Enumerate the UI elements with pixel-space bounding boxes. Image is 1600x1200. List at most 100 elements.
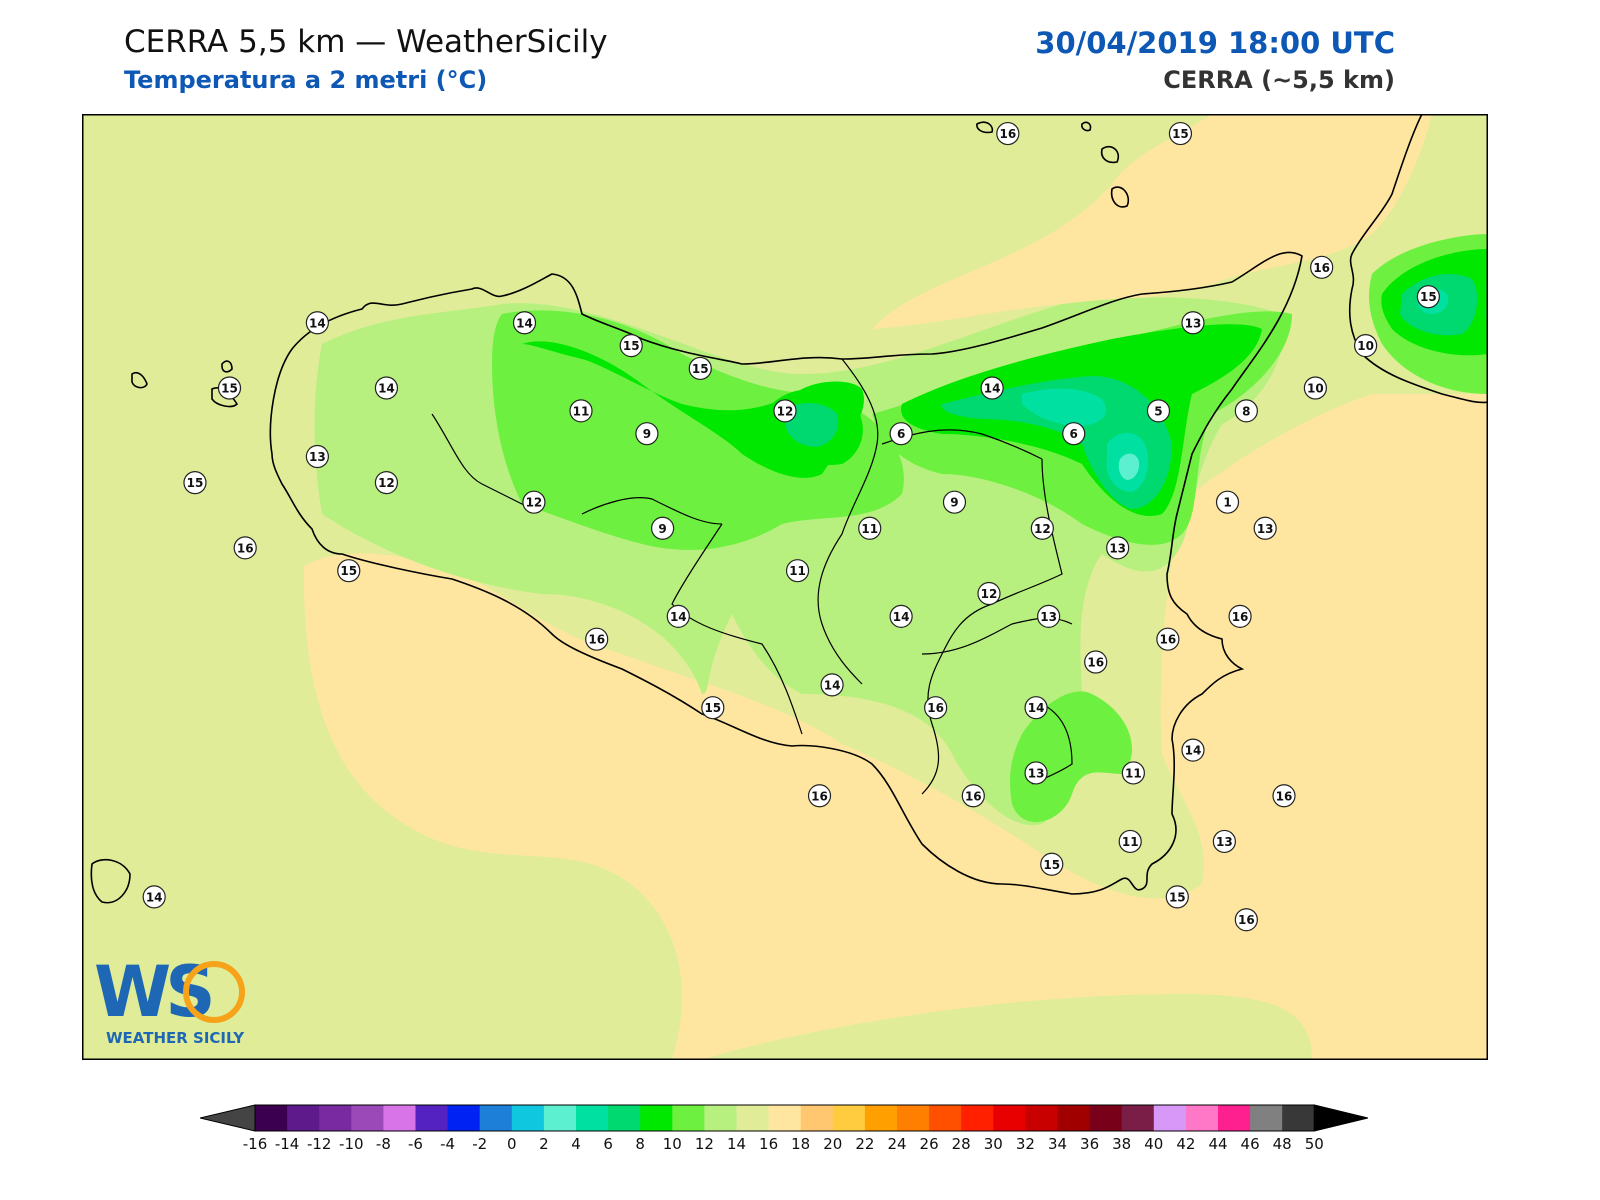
point-label-marker bbox=[1084, 650, 1108, 674]
aeolian-islands bbox=[976, 121, 994, 134]
map-frame bbox=[82, 114, 1488, 1060]
point-label-value: 6 bbox=[1070, 427, 1078, 441]
point-label-value: 15 bbox=[1420, 290, 1437, 304]
point-label-marker bbox=[1146, 399, 1171, 423]
point-label-marker bbox=[977, 581, 1001, 606]
point-label-marker bbox=[305, 444, 329, 469]
field-band-16-18-south bbox=[303, 394, 1488, 1060]
colorbar-tick-label: 14 bbox=[726, 1135, 747, 1153]
colorbar-tick-label: 50 bbox=[1304, 1135, 1324, 1153]
point-label-marker bbox=[651, 516, 675, 540]
egadi-islands bbox=[131, 371, 148, 389]
point-label-value: 13 bbox=[1028, 766, 1045, 780]
point-label-value: 13 bbox=[1185, 316, 1202, 330]
colorbar-tick-label: 30 bbox=[983, 1135, 1003, 1153]
colorbar-cell bbox=[1282, 1105, 1315, 1131]
point-label-value: 9 bbox=[950, 496, 958, 510]
colorbar-cell bbox=[608, 1105, 641, 1131]
point-label-marker bbox=[1181, 738, 1205, 762]
point-label-marker bbox=[996, 121, 1020, 146]
point-label-marker bbox=[666, 604, 690, 628]
point-label-value: 15 bbox=[187, 476, 204, 490]
point-label-value: 11 bbox=[861, 522, 878, 536]
point-label-value: 16 bbox=[1313, 261, 1330, 275]
point-label-value: 14 bbox=[670, 610, 687, 624]
point-label-value: 15 bbox=[623, 339, 640, 353]
colorbar-cell bbox=[864, 1105, 898, 1131]
point-label-marker bbox=[1024, 761, 1048, 785]
point-label-value: 10 bbox=[1357, 339, 1374, 353]
colorbar-tick-label: 2 bbox=[539, 1135, 549, 1153]
colorbar-tick-label: 8 bbox=[635, 1135, 645, 1153]
colorbar-cell bbox=[1250, 1105, 1283, 1131]
point-label-value: 8 bbox=[1242, 404, 1250, 418]
point-label-marker bbox=[585, 627, 609, 651]
point-label-marker bbox=[1416, 285, 1440, 309]
colorbar-tick-label: 20 bbox=[823, 1135, 843, 1153]
point-label-value: 11 bbox=[573, 404, 590, 418]
colorbar-tick-label: 22 bbox=[855, 1135, 875, 1153]
point-label-value: 15 bbox=[221, 382, 238, 396]
pantelleria bbox=[90, 858, 131, 904]
point-label-marker bbox=[1228, 604, 1252, 628]
point-label-marker bbox=[374, 376, 399, 400]
point-label-marker bbox=[773, 399, 797, 423]
colorbar-cell bbox=[383, 1105, 416, 1131]
point-label-marker bbox=[1062, 422, 1086, 446]
field-band-16-18-north bbox=[872, 114, 1432, 329]
colorbar-tick-label: -8 bbox=[375, 1135, 391, 1153]
point-label-marker bbox=[522, 490, 546, 514]
colorbar-tick-label: -16 bbox=[242, 1135, 268, 1153]
colorbar-cell bbox=[929, 1105, 962, 1131]
point-label-value: 14 bbox=[378, 382, 395, 396]
colorbar-tick-label: -6 bbox=[408, 1135, 423, 1153]
colorbar-cell bbox=[800, 1105, 834, 1131]
colorbar-cell bbox=[447, 1105, 481, 1131]
point-label-marker bbox=[1037, 604, 1061, 628]
weather-sicily-logo: WS WEATHER SICILY bbox=[94, 951, 245, 1047]
point-label-value: 5 bbox=[1154, 404, 1162, 418]
point-label-value: 16 bbox=[1238, 913, 1255, 927]
point-label-marker bbox=[569, 399, 593, 423]
point-label-value: 16 bbox=[1087, 656, 1104, 670]
colorbar-tick-label: 10 bbox=[662, 1135, 682, 1153]
colorbar-tick-label: -2 bbox=[472, 1135, 488, 1153]
colorbar-tick-label: 46 bbox=[1240, 1135, 1260, 1153]
temperature-map: 16 15 16 15 13 10 10 8 5 6 6 14 12 9 11 15 15 14 14 15 14 13 1… bbox=[82, 114, 1488, 1060]
point-label-marker bbox=[942, 490, 967, 514]
colorbar-max-arrow bbox=[1313, 1104, 1368, 1132]
point-label-marker bbox=[858, 516, 882, 540]
point-label-value: 16 bbox=[927, 701, 944, 715]
point-label-marker bbox=[688, 356, 712, 381]
colorbar-tick-label: -14 bbox=[274, 1135, 300, 1153]
point-label-marker bbox=[305, 311, 329, 335]
colorbar-cell bbox=[1121, 1105, 1155, 1131]
colorbar-cell bbox=[351, 1105, 384, 1131]
point-label-value: 15 bbox=[1169, 890, 1186, 904]
field-band-8-10-west bbox=[522, 341, 864, 478]
point-label-value: 15 bbox=[1043, 858, 1060, 872]
colorbar-cell bbox=[511, 1105, 545, 1131]
point-label-marker bbox=[1354, 334, 1378, 358]
colorbar-cell bbox=[1089, 1105, 1123, 1131]
field-band-10-12-west bbox=[492, 310, 904, 550]
colorbar-cell bbox=[255, 1105, 288, 1131]
colorbar-tick-label: 16 bbox=[759, 1135, 779, 1153]
point-label-value: 14 bbox=[1185, 744, 1202, 758]
point-label-value: 6 bbox=[897, 427, 905, 441]
point-label-marker bbox=[1181, 311, 1205, 335]
point-label-marker bbox=[1165, 885, 1189, 909]
colorbar-tick-label: 24 bbox=[887, 1135, 907, 1153]
colorbar-tick-label: 18 bbox=[791, 1135, 811, 1153]
colorbar-tick-label: 12 bbox=[694, 1135, 714, 1153]
colorbar-cell bbox=[1057, 1105, 1091, 1131]
point-label-marker bbox=[1234, 908, 1258, 932]
point-label-value: 14 bbox=[1028, 701, 1045, 715]
field-band-2-4-etna bbox=[1118, 453, 1140, 480]
point-label-marker bbox=[1310, 255, 1334, 279]
point-label-marker bbox=[1121, 761, 1145, 785]
point-labels: 16 15 16 15 13 10 10 8 5 6 6 14 12 9 11 15 15 14 14 15 14 13 1… bbox=[142, 121, 1440, 932]
field-band-10-12-southeast bbox=[1010, 691, 1132, 823]
sicily-coast bbox=[269, 251, 1303, 895]
colorbar-cell bbox=[832, 1105, 866, 1131]
